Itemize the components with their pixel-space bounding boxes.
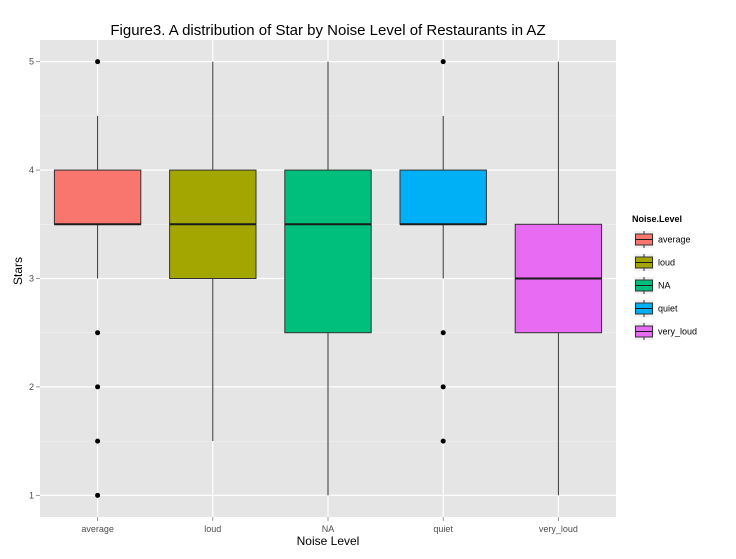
outlier-point (440, 59, 446, 65)
x-tick-label: loud (204, 524, 221, 534)
box-body (284, 169, 372, 334)
y-tick-label: 2 (29, 382, 34, 392)
outlier-point (440, 330, 446, 336)
box-very_loud (514, 61, 603, 496)
legend-label-loud: loud (658, 258, 675, 268)
x-tick-label: NA (322, 524, 335, 534)
box-average (53, 59, 142, 498)
legend-label-very_loud: very_loud (658, 327, 697, 337)
legend-label-quiet: quiet (658, 304, 678, 314)
outlier-point (95, 59, 101, 65)
plot-area: 1 2 3 4 5 average loud NA quiet very_loud (29, 40, 616, 534)
y-tick-label: 1 (29, 490, 34, 500)
outlier-point (95, 438, 101, 444)
outlier-point (440, 438, 446, 444)
box-body (53, 169, 142, 225)
outlier-point (440, 384, 446, 390)
chart-title: Figure3. A distribution of Star by Noise… (110, 22, 545, 39)
outlier-point (95, 384, 101, 390)
y-tick-label: 3 (29, 274, 34, 284)
x-tick-label: average (81, 524, 114, 534)
y-tick-label: 4 (29, 165, 34, 175)
x-tick-label: very_loud (539, 524, 578, 534)
legend: Noise.Level average loud NA quiet very_loud (632, 214, 697, 340)
legend-title: Noise.Level (632, 214, 682, 224)
x-axis-title: Noise Level (297, 534, 360, 548)
box-loud (169, 61, 257, 442)
box-quiet (399, 59, 487, 444)
legend-label-average: average (658, 235, 691, 245)
y-tick-label: 5 (29, 57, 34, 67)
outlier-point (95, 330, 101, 336)
legend-label-NA: NA (658, 281, 671, 291)
box-NA (284, 61, 372, 496)
outlier-point (95, 492, 101, 498)
box-body (399, 169, 487, 225)
x-tick-label: quiet (433, 524, 453, 534)
y-axis-title: Stars (11, 257, 25, 285)
